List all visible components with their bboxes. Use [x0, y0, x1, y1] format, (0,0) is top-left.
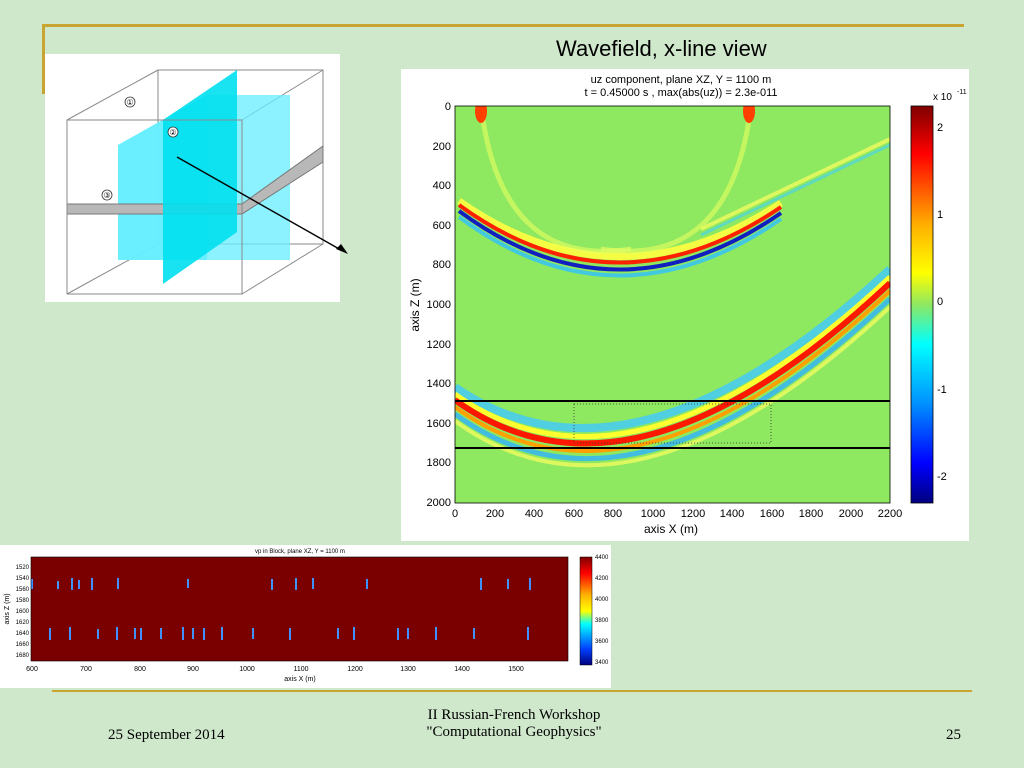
- vp-panel: vp in Block, plane XZ, Y = 1100 m: [0, 545, 611, 688]
- wave-x-tick: 1400: [720, 508, 744, 520]
- wave-x-tick: 200: [486, 508, 504, 520]
- vp-colorbar-ticks: 4400 4200 4000 3800 3600 3400: [595, 555, 609, 666]
- colorbar-exponent-power: -11: [957, 89, 967, 96]
- vp-y-ticks: 1520 1540 1560 1580 1600 1620 1640 1660 …: [16, 565, 30, 659]
- vp-plot-area: [31, 557, 568, 661]
- wave-y-tick: 0: [445, 101, 451, 113]
- wave-y-tick: 200: [433, 141, 451, 153]
- label-plane-1: ①: [126, 98, 133, 107]
- label-plane-2: ②: [169, 128, 176, 137]
- page-number: 25: [946, 727, 961, 743]
- vp-colorbar-tick: 4000: [595, 597, 609, 603]
- label-plane-3: ③: [103, 191, 110, 200]
- colorbar-tick: -2: [937, 471, 947, 483]
- vp-x-tick: 1200: [347, 666, 363, 673]
- plane-yz: [163, 70, 237, 284]
- wave-x-tick: 400: [525, 508, 543, 520]
- vp-title: vp in Block, plane XZ, Y = 1100 m: [255, 549, 345, 555]
- colorbar-tick: -1: [937, 384, 947, 396]
- vp-x-tick: 1500: [508, 666, 524, 673]
- vp-colorbar: [579, 556, 593, 666]
- footer-subtitle: "Computational Geophysics": [426, 724, 602, 740]
- vp-colorbar-tick: 3600: [595, 639, 609, 645]
- colorbar-tick: 0: [937, 296, 943, 308]
- wave-x-ticks: 0 200 400 600 800 1000 1200 1400 1600 18…: [452, 508, 902, 520]
- vp-x-tick: 900: [187, 666, 199, 673]
- vp-xlabel: axis X (m): [284, 676, 316, 683]
- footer-date: 25 September 2014: [108, 727, 225, 743]
- vp-colorbar-tick: 4200: [595, 576, 609, 582]
- wave-y-tick: 1200: [427, 339, 451, 351]
- wave-x-tick: 2200: [878, 508, 902, 520]
- vp-y-tick: 1620: [16, 620, 30, 626]
- colorbar-tick: 2: [937, 122, 943, 134]
- wave-x-tick: 1800: [799, 508, 823, 520]
- vp-colorbar-tick: 3800: [595, 618, 609, 624]
- wavefield-panel: uz component, plane XZ, Y = 1100 m t = 0…: [401, 69, 969, 541]
- wave-ylabel: axis Z (m): [408, 278, 422, 331]
- slide-title: Wavefield, x-line view: [556, 36, 767, 61]
- wave-colorbar: [910, 105, 934, 504]
- bottom-divider: [52, 690, 972, 692]
- block-diagram: ① ② ③: [66, 69, 342, 295]
- vp-y-tick: 1600: [16, 609, 30, 615]
- wave-x-tick: 1000: [641, 508, 665, 520]
- wave-y-tick: 600: [433, 220, 451, 232]
- vp-y-tick: 1680: [16, 653, 30, 659]
- wave-y-tick: 2000: [427, 497, 451, 509]
- wave-x-tick: 2000: [839, 508, 863, 520]
- wave-title-2: t = 0.45000 s , max(abs(uz)) = 2.3e-011: [584, 87, 777, 99]
- colorbar-ticks: 2 1 0 -1 -2: [937, 122, 947, 483]
- diagram-labels: ① ② ③: [101, 96, 179, 201]
- vp-x-tick: 800: [134, 666, 146, 673]
- vp-x-ticks: 600 700 800 900 1000 1100 1200 1300 1400…: [26, 666, 524, 673]
- arrow-head-icon: [336, 244, 348, 254]
- wave-x-tick: 1600: [760, 508, 784, 520]
- vp-x-tick: 700: [80, 666, 92, 673]
- wave-xlabel: axis X (m): [644, 522, 698, 536]
- vp-x-tick: 1300: [400, 666, 416, 673]
- vp-y-tick: 1520: [16, 565, 30, 571]
- wave-y-ticks: 0 200 400 600 800 1000 1200 1400 1600 18…: [427, 101, 451, 509]
- vp-y-tick: 1580: [16, 598, 30, 604]
- vp-figure: vp in Block, plane XZ, Y = 1100 m: [4, 549, 609, 683]
- wave-y-tick: 1600: [427, 418, 451, 430]
- vp-colorbar-tick: 4400: [595, 555, 609, 561]
- vp-ylabel: axis Z (m): [4, 593, 11, 624]
- block-diagram-panel: ① ② ③: [45, 54, 342, 302]
- wave-y-tick: 1400: [427, 378, 451, 390]
- wave-y-tick: 1000: [427, 299, 451, 311]
- wave-y-tick: 800: [433, 259, 451, 271]
- wave-x-tick: 800: [604, 508, 622, 520]
- colorbar-tick: 1: [937, 209, 943, 221]
- wave-y-tick: 400: [433, 180, 451, 192]
- wavefield-figure: uz component, plane XZ, Y = 1100 m t = 0…: [408, 74, 967, 536]
- vp-y-tick: 1560: [16, 587, 30, 593]
- vp-x-tick: 1100: [293, 666, 308, 673]
- wave-y-tick: 1800: [427, 457, 451, 469]
- wave-x-tick: 0: [452, 508, 458, 520]
- wave-title-1: uz component, plane XZ, Y = 1100 m: [591, 74, 772, 86]
- footer-center: II Russian-French Workshop "Computationa…: [402, 707, 626, 741]
- wave-x-tick: 600: [565, 508, 583, 520]
- vp-x-tick: 1400: [454, 666, 470, 673]
- vp-x-tick: 600: [26, 666, 38, 673]
- vp-y-tick: 1660: [16, 642, 30, 648]
- vp-inclusions: [31, 578, 531, 640]
- wave-x-tick: 1200: [681, 508, 705, 520]
- colorbar-exponent: x 10: [933, 92, 952, 103]
- vp-y-tick: 1640: [16, 631, 30, 637]
- footer-workshop: II Russian-French Workshop: [427, 707, 601, 723]
- vp-x-tick: 1000: [239, 666, 255, 673]
- top-divider: [44, 24, 964, 27]
- vp-y-tick: 1540: [16, 576, 30, 582]
- vp-colorbar-tick: 3400: [595, 660, 609, 666]
- left-accent-bar: [42, 24, 45, 94]
